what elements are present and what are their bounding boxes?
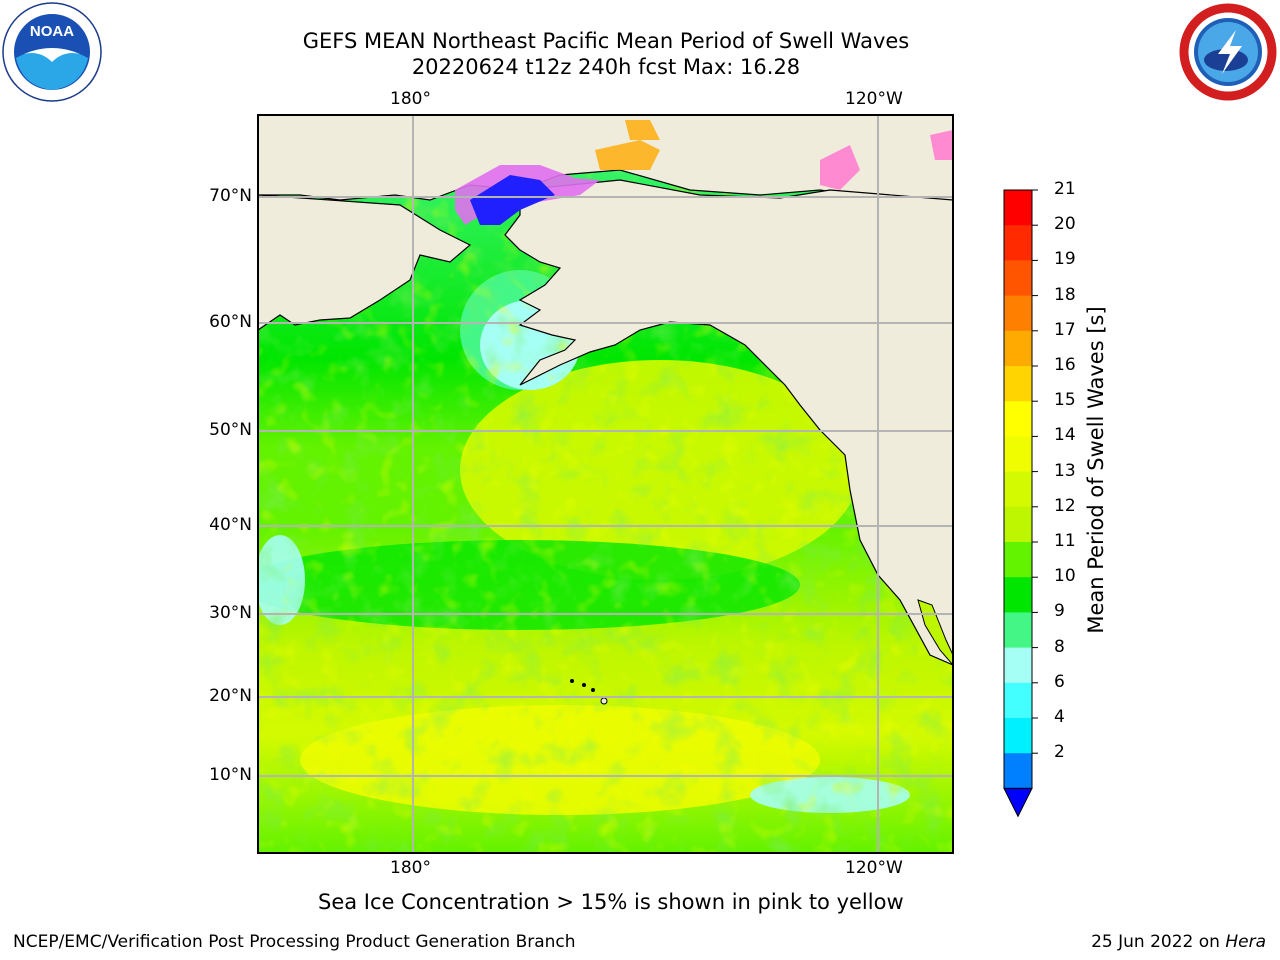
colorbar-frame — [1003, 189, 1033, 789]
map-frame — [257, 114, 954, 854]
colorbar-tick-label: 8 — [1054, 636, 1065, 657]
footer-date: 25 Jun 2022 on Hera — [1091, 932, 1266, 952]
lat-label-50n: 50°N — [209, 420, 252, 440]
lat-label-70n: 70°N — [209, 186, 252, 206]
colorbar-tick-label: 2 — [1054, 742, 1065, 763]
footer-credit: NCEP/EMC/Verification Post Processing Pr… — [13, 932, 576, 952]
lat-label-20n: 20°N — [209, 686, 252, 706]
colorbar-swatch — [1004, 471, 1032, 508]
lat-label-40n: 40°N — [209, 515, 252, 535]
colorbar-swatch — [1004, 682, 1032, 719]
lon-label-top-120w: 120°W — [845, 89, 903, 109]
colorbar-swatch — [1004, 577, 1032, 613]
colorbar-tick-label: 4 — [1054, 707, 1065, 727]
colorbar-tick-label: 18 — [1054, 284, 1076, 305]
colorbar-tick-label: 19 — [1054, 249, 1076, 270]
colorbar-tick-label: 12 — [1054, 495, 1076, 516]
colorbar-swatch — [1004, 718, 1032, 754]
lat-label-30n: 30°N — [209, 603, 252, 623]
colorbar-swatch — [1004, 330, 1032, 367]
colorbar-label: Mean Period of Swell Waves [s] — [1084, 306, 1108, 634]
sea-ice-note: Sea Ice Concentration > 15% is shown in … — [318, 890, 904, 914]
colorbar-swatch — [1004, 366, 1032, 402]
footer-date-text: 25 Jun 2022 on — [1091, 932, 1226, 952]
lat-label-10n: 10°N — [209, 765, 252, 785]
colorbar-tick-label: 13 — [1054, 460, 1076, 481]
colorbar-swatch — [1004, 401, 1032, 437]
colorbar-swatch — [1004, 260, 1032, 297]
colorbar-tick-label: 20 — [1054, 214, 1076, 235]
map-gridlines — [258, 115, 953, 853]
colorbar-swatch — [1004, 436, 1032, 473]
colorbar-tick-label: 9 — [1054, 601, 1065, 622]
footer-host: Hera — [1225, 932, 1266, 952]
colorbar-swatch — [1004, 295, 1032, 332]
nws-logo — [1179, 3, 1277, 101]
colorbar-tick-label: 17 — [1054, 319, 1076, 340]
colorbar-swatch — [1004, 506, 1032, 543]
sea-ice-deep — [470, 175, 555, 225]
lat-label-60n: 60°N — [209, 312, 252, 332]
lon-label-top-180: 180° — [390, 89, 431, 109]
colorbar-swatch — [1004, 190, 1032, 226]
chart-subtitle: 20220624 t12z 240h fcst Max: 16.28 — [411, 55, 801, 79]
sea-ice-east — [820, 130, 953, 190]
hawaii-islands — [570, 679, 574, 683]
colorbar-swatch — [1004, 612, 1032, 649]
colorbar-tick-label: 16 — [1054, 355, 1076, 375]
lon-label-bottom-120w: 120°W — [845, 858, 903, 878]
sea-ice-beaufort — [595, 120, 660, 170]
colorbar-tick-label: 21 — [1054, 179, 1076, 199]
colorbar-swatch — [1004, 542, 1032, 578]
colorbar-swatch — [1004, 647, 1032, 684]
colorbar-tick-label: 11 — [1054, 531, 1076, 551]
chart-title: GEFS MEAN Northeast Pacific Mean Period … — [302, 29, 910, 53]
noaa-logo: NOAA — [2, 2, 102, 102]
colorbar-tick-label: 10 — [1054, 566, 1076, 587]
colorbar-tick-label: 14 — [1054, 425, 1076, 446]
colorbar-tick-label: 15 — [1054, 390, 1076, 411]
noaa-logo-text: NOAA — [30, 23, 74, 40]
colorbar-swatch — [1004, 225, 1032, 261]
land-baja-water — [917, 599, 953, 666]
lon-label-bottom-180: 180° — [390, 858, 431, 878]
colorbar-swatch — [1004, 753, 1032, 789]
colorbar-extend-triangle — [1003, 787, 1033, 818]
colorbar-tick-label: 6 — [1054, 671, 1065, 692]
